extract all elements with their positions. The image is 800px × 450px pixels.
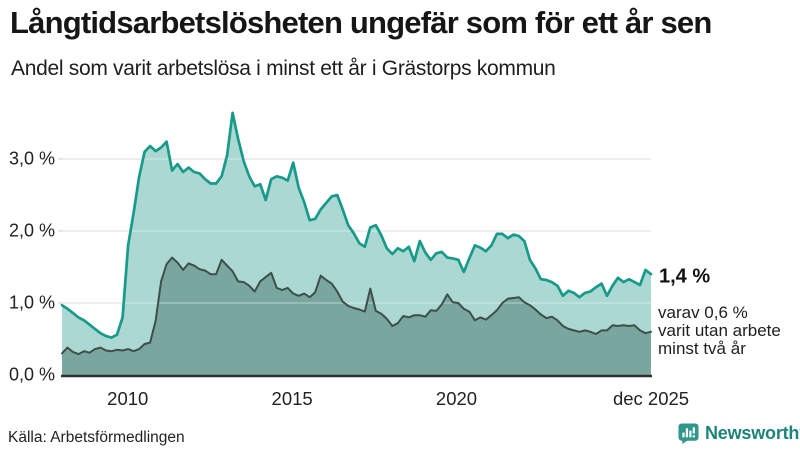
end-note-line-1: varav 0,6 %	[658, 303, 748, 322]
end-value-label: 1,4 %	[659, 265, 711, 288]
end-note-line-3: minst två år	[658, 339, 746, 358]
newsworthy-wordmark: Newsworthy	[705, 423, 800, 443]
page-title: Långtidsarbetslösheten ungefär som för e…	[10, 5, 712, 40]
end-note-line-2: varit utan arbete	[658, 321, 781, 340]
newsworthy-bubble-chart-icon	[677, 422, 700, 445]
end-note-annotation: varav 0,6 % varit utan arbete minst två …	[658, 304, 781, 358]
y-axis-tick-label: 3,0 %	[8, 148, 55, 169]
x-axis-tick-label: 2010	[107, 388, 149, 409]
source-caption: Källa: Arbetsförmedlingen	[8, 429, 185, 446]
x-axis-tick-label: dec 2025	[612, 388, 690, 409]
y-axis-tick-label: 2,0 %	[8, 220, 55, 241]
y-axis-tick-label: 1,0 %	[8, 292, 55, 313]
newsworthy-logo: Newsworthy	[677, 422, 800, 445]
chart-subtitle: Andel som varit arbetslösa i minst ett å…	[11, 57, 556, 80]
x-axis-tick-label: 2015	[271, 388, 313, 409]
y-axis-tick-label: 0,0 %	[8, 364, 55, 385]
x-axis-tick-label: 2020	[435, 388, 478, 409]
